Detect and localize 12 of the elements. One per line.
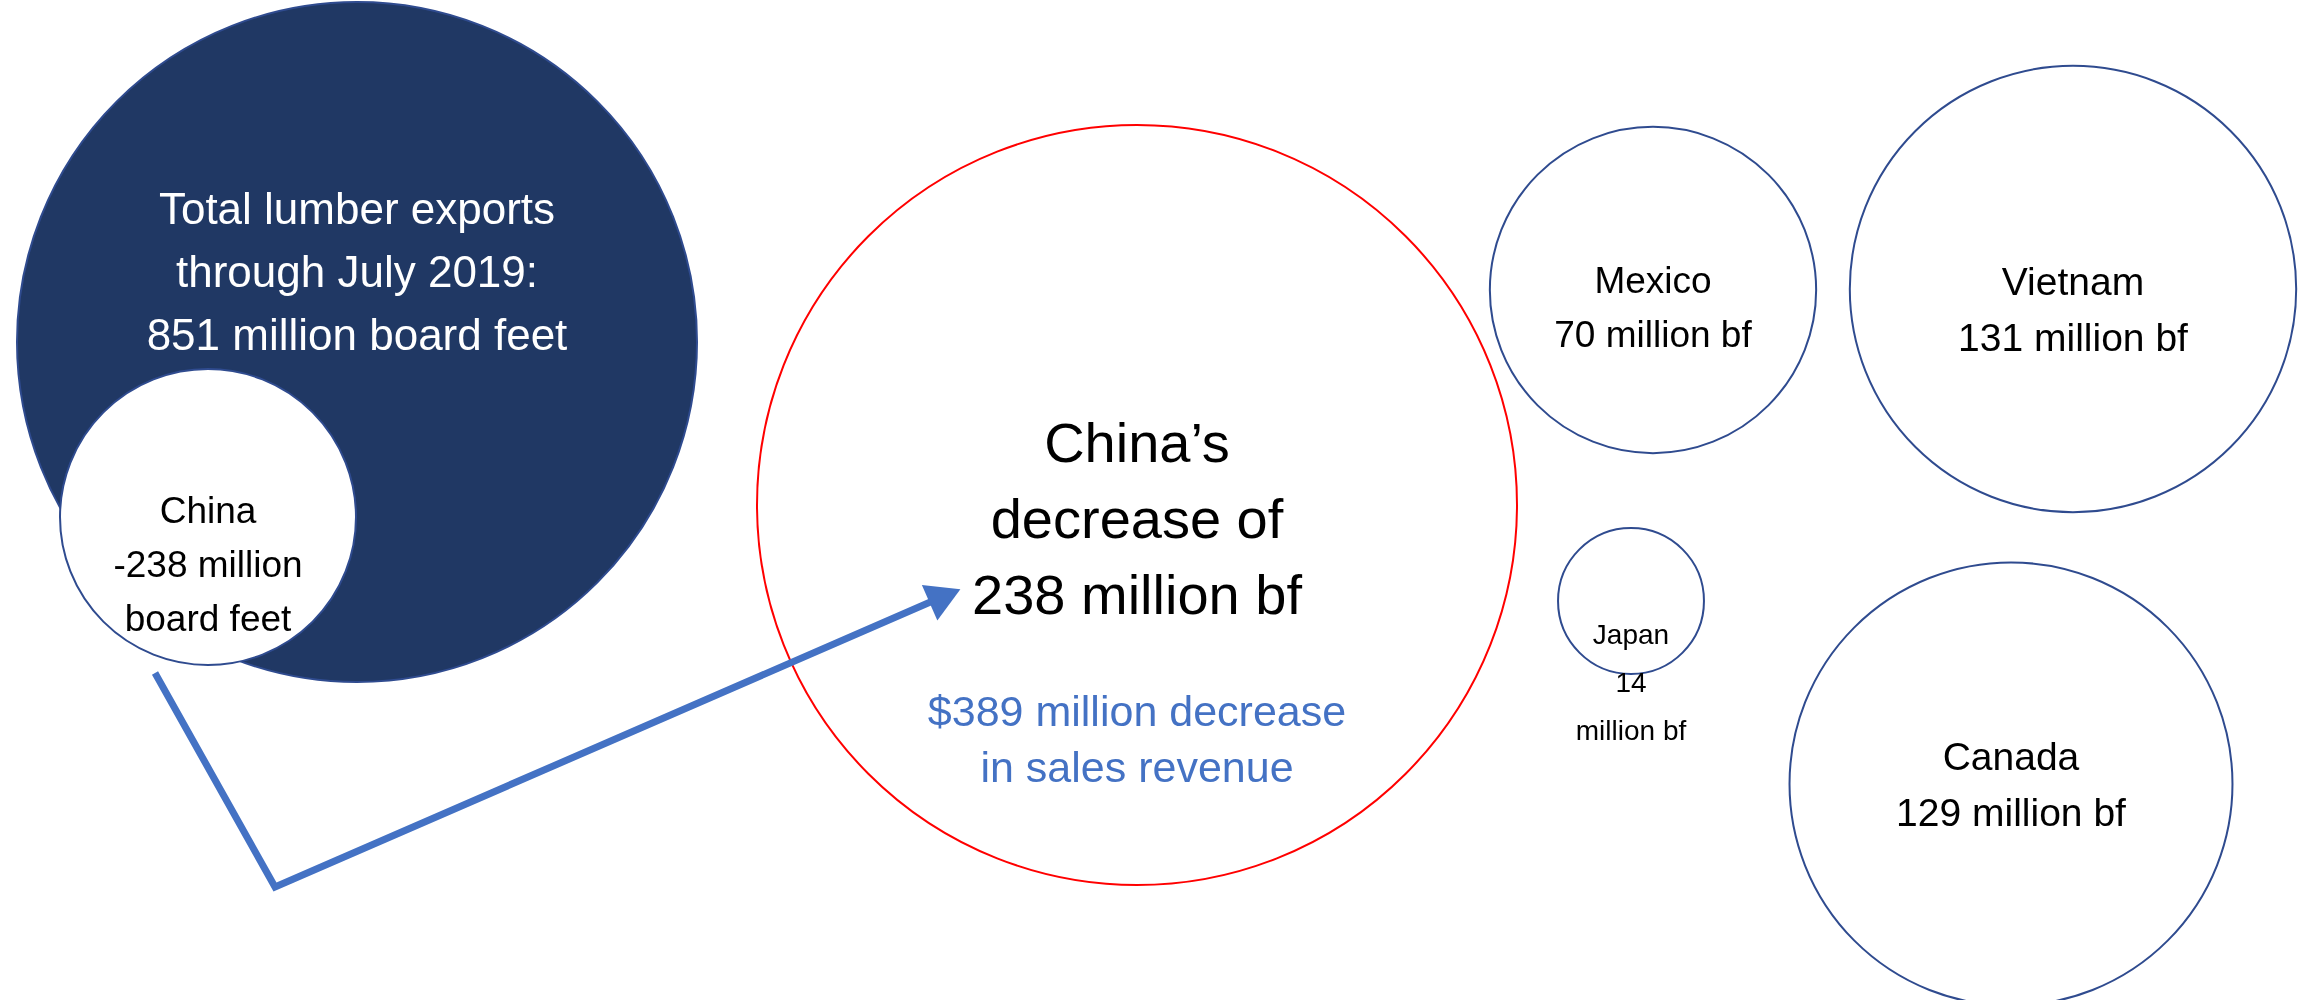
category-label: Vietnam bbox=[2001, 260, 2145, 303]
category-label: Japan bbox=[1592, 619, 1670, 650]
text: Total lumber exports through July 2019: 851 million board feet bbox=[146, 184, 568, 359]
text: China’s decrease of 238 million bf bbox=[972, 411, 1303, 626]
data-label: 129 million bf bbox=[1896, 791, 2127, 834]
data-label: 14 million bf bbox=[1575, 667, 1687, 746]
text: $389 million decrease in sales revenue bbox=[927, 687, 1347, 791]
category-label: Canada bbox=[1942, 735, 2080, 778]
category-label: Mexico bbox=[1594, 260, 1712, 301]
data-label: 70 million bf bbox=[1554, 314, 1753, 355]
data-label: 131 million bf bbox=[1958, 316, 2189, 359]
text: China -238 million board feet bbox=[113, 490, 303, 639]
